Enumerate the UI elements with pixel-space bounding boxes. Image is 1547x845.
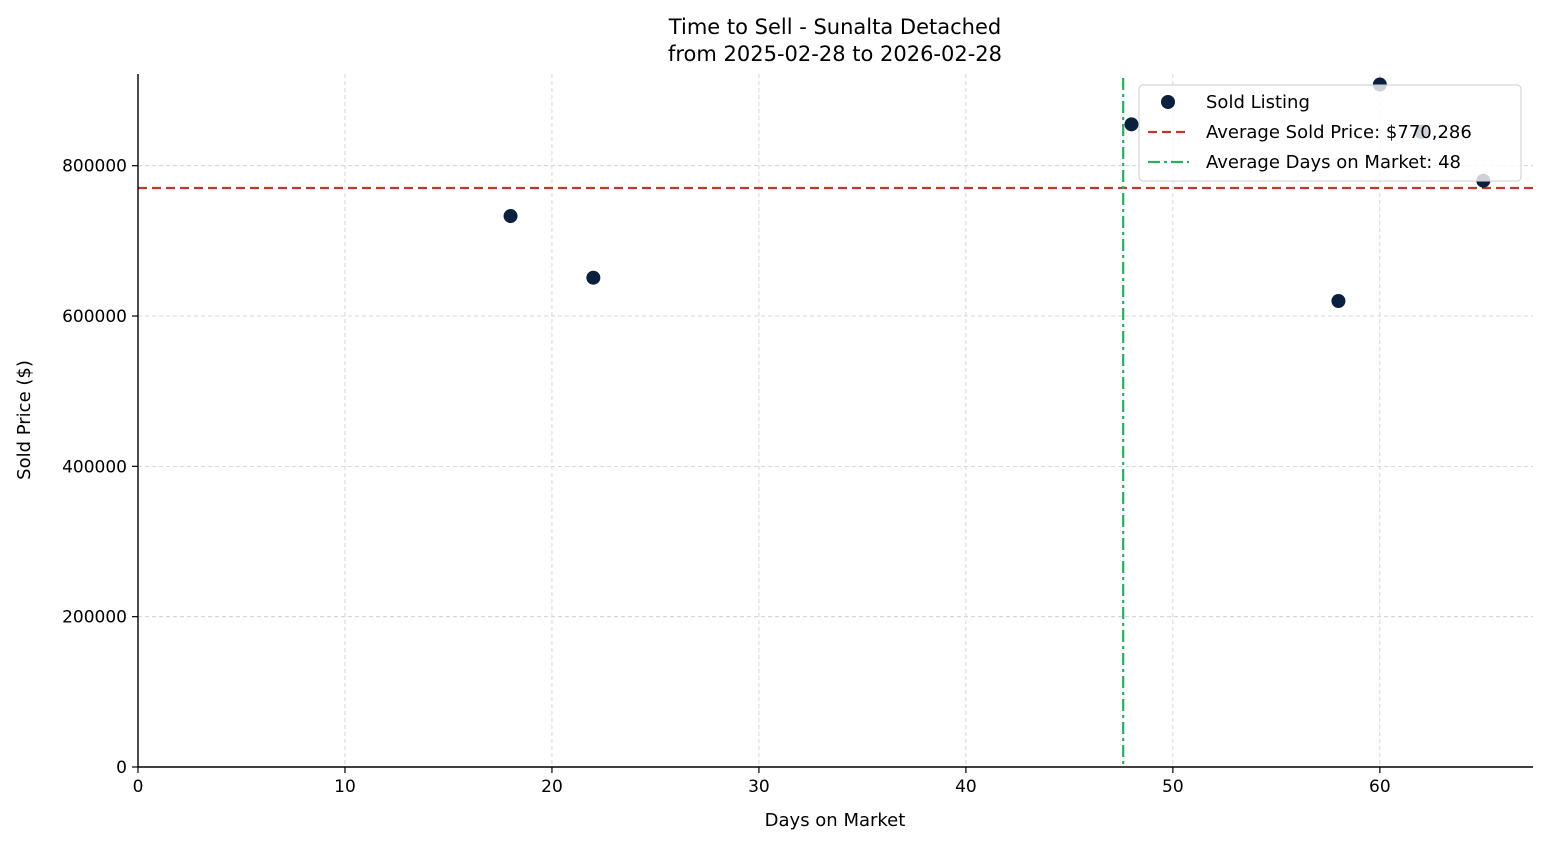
data-point <box>1331 293 1346 308</box>
y-tick-label: 800000 <box>62 157 127 177</box>
x-tick-label: 0 <box>133 777 144 797</box>
legend-entry-label: Sold Listing <box>1206 92 1310 113</box>
data-point <box>586 270 601 285</box>
x-tick-label: 20 <box>541 777 563 797</box>
x-tick-label: 30 <box>748 777 770 797</box>
chart-subtitle: from 2025-02-28 to 2026-02-28 <box>668 42 1002 66</box>
data-point <box>503 209 518 224</box>
x-tick-label: 40 <box>955 777 977 797</box>
axes: 0 10 20 30 40 50 60 0 200000 400000 600000 800000 <box>62 74 1533 797</box>
data-point <box>1124 117 1139 132</box>
y-tick-label: 0 <box>116 758 127 778</box>
y-tick-label: 400000 <box>62 457 127 477</box>
legend-entry-label: Average Days on Market: 48 <box>1206 152 1461 173</box>
x-tick-label: 10 <box>334 777 356 797</box>
x-tick-label: 60 <box>1369 777 1391 797</box>
x-tick-label: 50 <box>1162 777 1184 797</box>
legend-frame <box>1138 84 1522 182</box>
x-axis-label: Days on Market <box>765 810 906 831</box>
y-tick-label: 200000 <box>62 608 127 628</box>
reference-lines <box>138 78 1533 767</box>
legend-marker-sold-listing <box>1161 95 1175 109</box>
legend-entry-label: Average Sold Price: $770,286 <box>1206 122 1472 143</box>
chart-title: Time to Sell - Sunalta Detached <box>668 15 1001 39</box>
y-axis-label: Sold Price ($) <box>14 360 35 480</box>
legend: Sold Listing Average Sold Price: $770,286… <box>1138 84 1522 182</box>
y-tick-label: 600000 <box>62 307 127 327</box>
